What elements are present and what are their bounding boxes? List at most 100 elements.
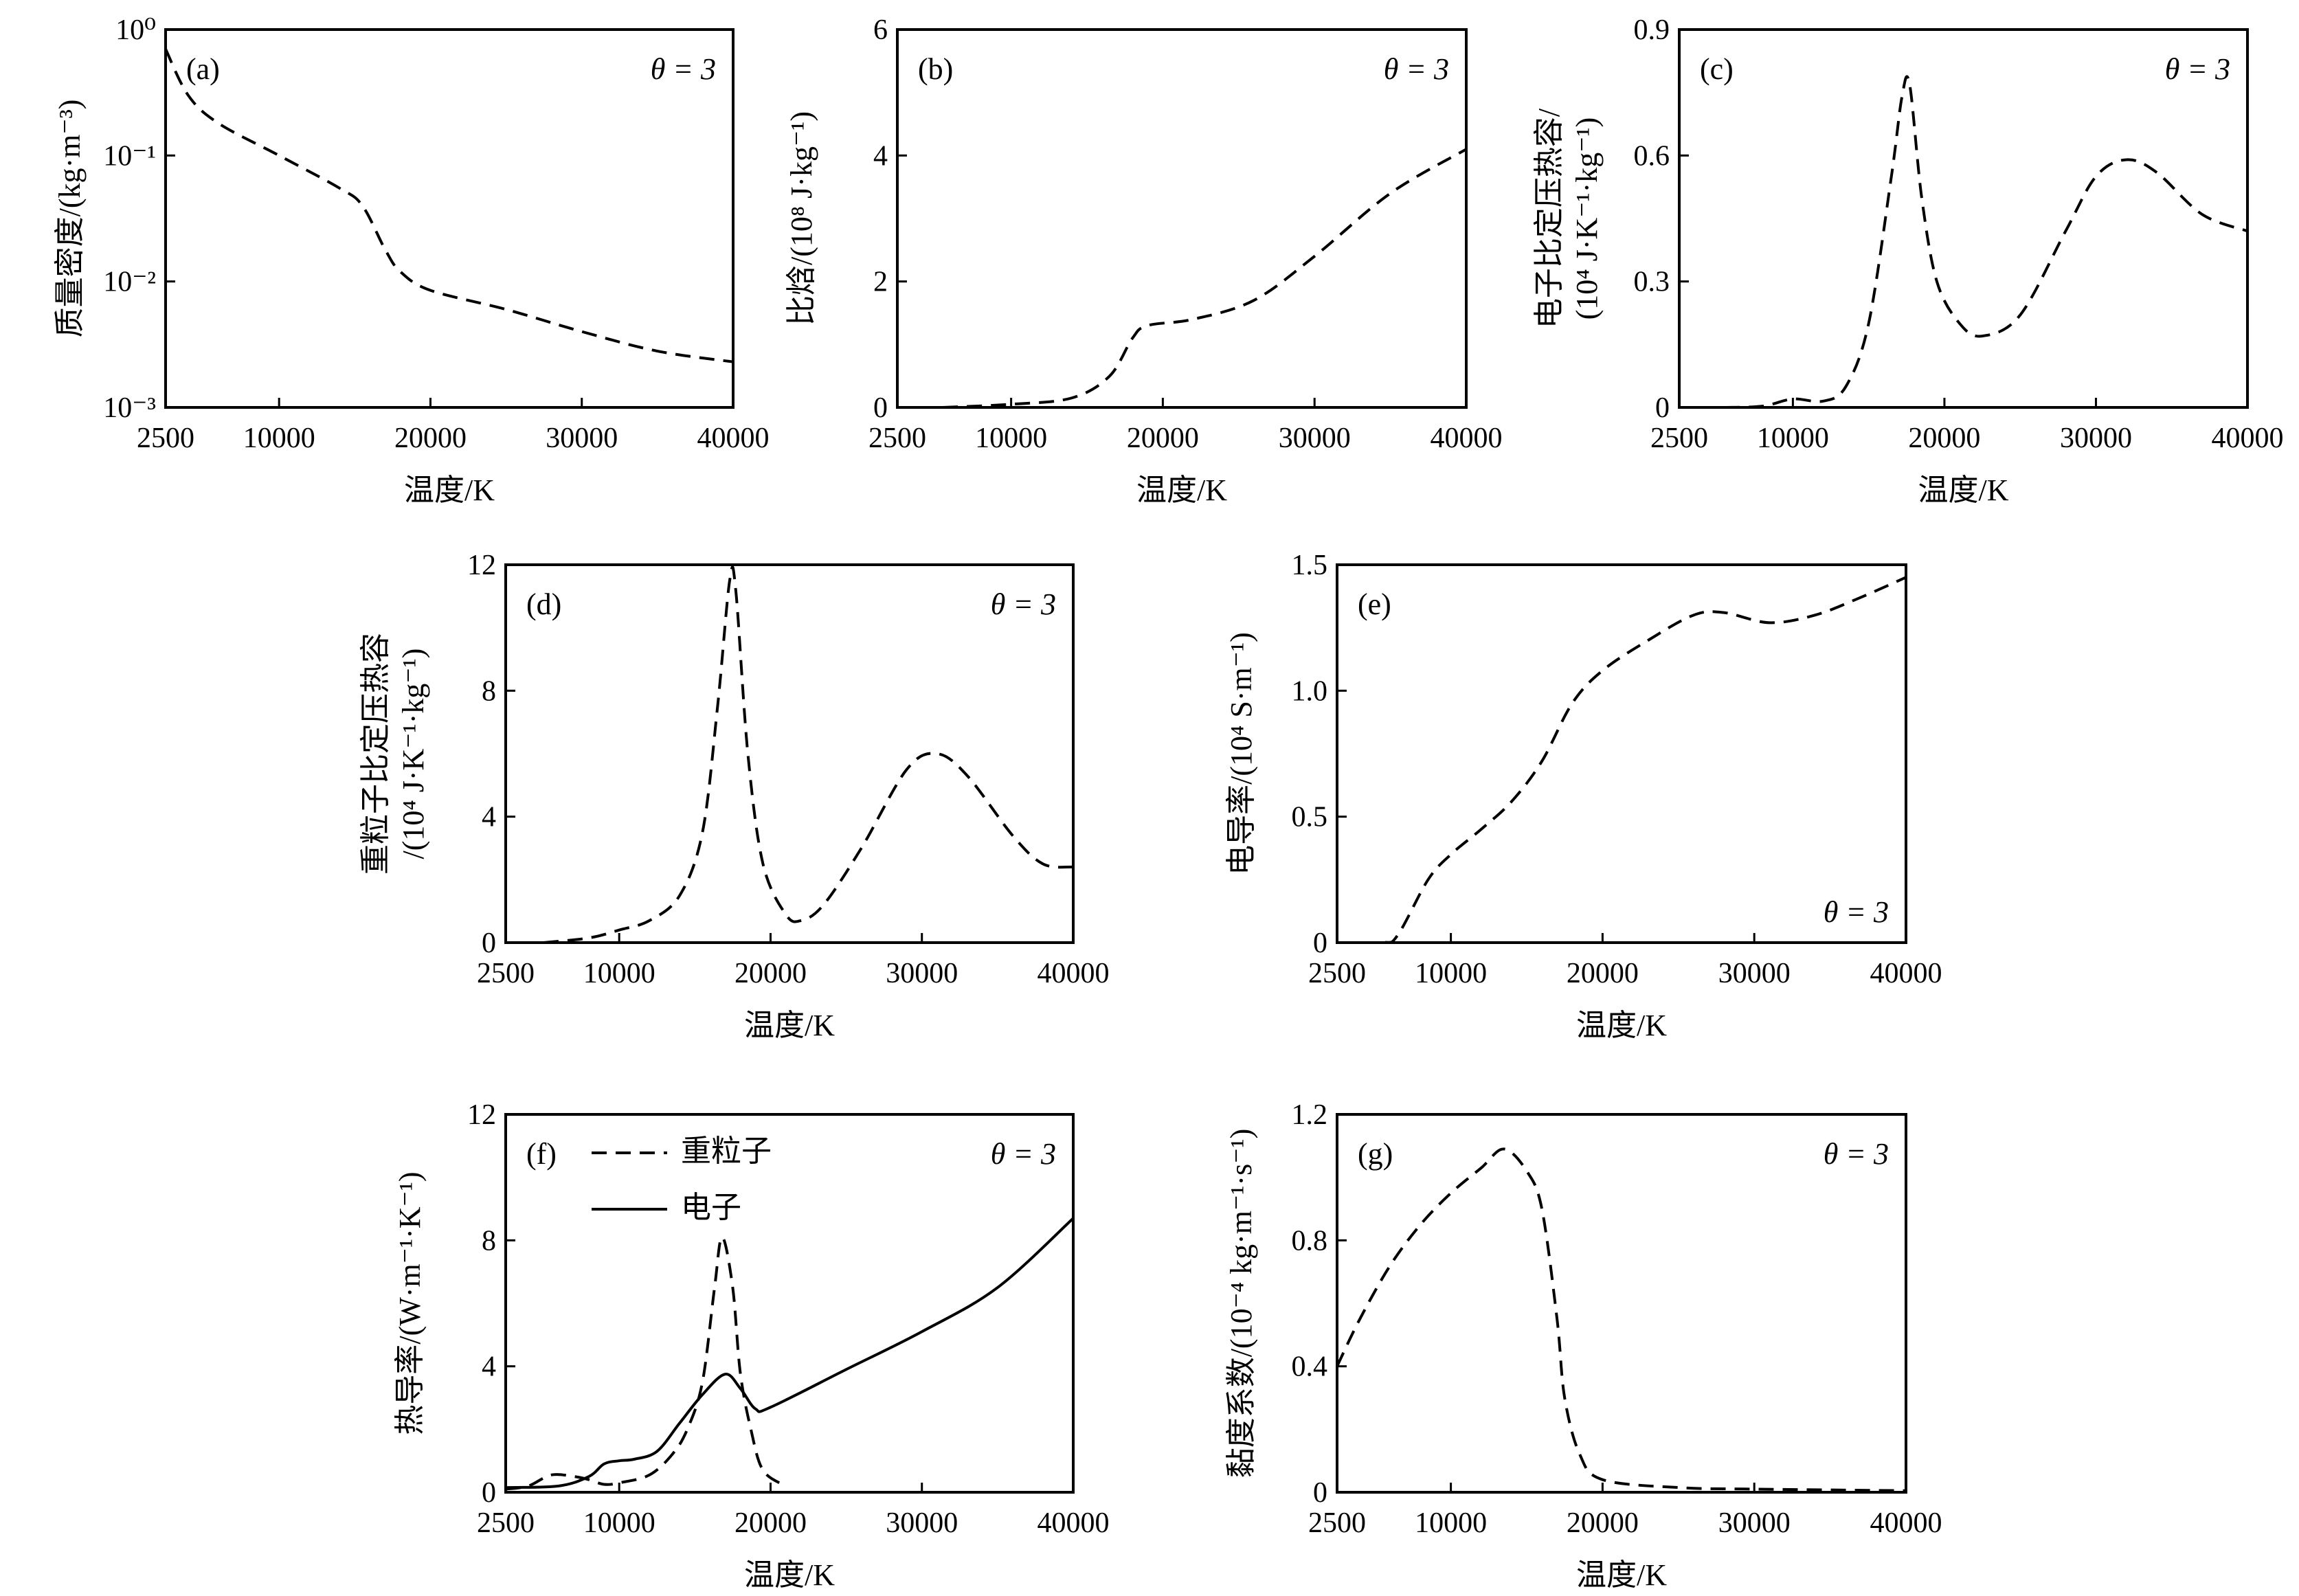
theta-annotation: θ = 3: [651, 52, 716, 86]
plot-frame: [896, 28, 1468, 409]
y-tick-label: 0.5: [1292, 802, 1328, 833]
x-tick-label: 10000: [243, 423, 315, 454]
theta-annotation: θ = 3: [1384, 52, 1449, 86]
series-line: [943, 148, 1466, 407]
y-tick-label: 1.2: [1292, 1099, 1328, 1131]
x-tick-label: 20000: [1908, 423, 1980, 454]
x-tick-label: 30000: [1718, 1507, 1791, 1539]
theta-annotation: θ = 3: [2165, 52, 2230, 86]
y-tick-label: 1.0: [1292, 675, 1328, 707]
x-axis-label: 温度/K: [744, 1009, 835, 1042]
theta-annotation: θ = 3: [991, 1137, 1056, 1171]
y-tick-label: 10⁰: [115, 14, 156, 46]
x-axis-label: 温度/K: [1576, 1009, 1667, 1042]
series-line: [1725, 75, 2247, 407]
plot-frame: [164, 28, 734, 409]
x-tick-label: 20000: [1127, 423, 1199, 454]
x-tick-label: 30000: [1279, 423, 1351, 454]
x-tick-label: 10000: [1415, 1507, 1487, 1539]
y-tick-label: 0: [1313, 928, 1327, 959]
plot-frame: [504, 1113, 1075, 1494]
y-tick-label: 0: [482, 1477, 496, 1509]
y-axis-label: 电导率/(10⁴ S·m⁻¹): [1224, 632, 1258, 875]
x-axis-label: 温度/K: [404, 473, 495, 507]
y-tick-label: 10⁻¹: [103, 140, 156, 172]
y-axis-label: 比焓/(10⁸ J·kg⁻¹): [785, 111, 818, 326]
x-tick-label: 20000: [1567, 1507, 1639, 1539]
x-tick-label: 10000: [1415, 958, 1487, 989]
theta-annotation: θ = 3: [1824, 895, 1889, 929]
panel-label: (a): [186, 52, 220, 86]
x-tick-label: 2500: [1308, 958, 1366, 989]
x-tick-label: 2500: [477, 958, 535, 989]
x-tick-label: 20000: [1567, 958, 1639, 989]
x-tick-label: 40000: [697, 423, 770, 454]
y-tick-label: 0.4: [1292, 1351, 1328, 1383]
x-tick-label: 30000: [886, 958, 958, 989]
x-tick-label: 40000: [1038, 1507, 1110, 1539]
x-tick-label: 30000: [546, 423, 618, 454]
x-tick-label: 10000: [975, 423, 1047, 454]
y-tick-label: 0.3: [1634, 267, 1670, 298]
y-tick-label: 2: [873, 267, 888, 298]
y-tick-label: 12: [467, 550, 496, 581]
x-tick-label: 20000: [734, 1507, 807, 1539]
y-axis-label: 质量密度/(kg·m⁻³): [53, 100, 87, 338]
subplot-a: 2500 10000 20000 30000 40000 10⁻³ 10⁻² 10⁻¹ 10⁰ 温…: [53, 14, 770, 507]
subplot-g: 2500 10000 20000 30000 40000 0 0.4 0.8 1.2 温度/K 黏度…: [1224, 1099, 1942, 1592]
y-tick-label: 0: [482, 928, 496, 959]
y-tick-label: 0: [1313, 1477, 1327, 1509]
y-axis-label: 热导率/(W·m⁻¹·K⁻¹): [393, 1171, 427, 1435]
x-tick-label: 2500: [1308, 1507, 1366, 1539]
x-tick-label: 30000: [2060, 423, 2132, 454]
series-line: [1337, 1147, 1906, 1492]
x-tick-label: 40000: [1870, 1507, 1942, 1539]
y-tick-label: 10⁻²: [103, 267, 156, 298]
y-tick-label: 4: [482, 1351, 496, 1383]
y-tick-label: 6: [873, 14, 888, 46]
x-axis-label: 温度/K: [1918, 473, 2009, 507]
y-tick-label: 0.8: [1292, 1225, 1328, 1257]
y-tick-label: 0: [873, 392, 888, 424]
panel-label: (b): [918, 52, 953, 86]
legend-label: 重粒子: [681, 1134, 772, 1168]
series-line: [543, 565, 1073, 943]
subplot-c: 2500 10000 20000 30000 40000 0 0.3 0.6 0.9 温度/K 电子…: [1532, 14, 2284, 507]
plot-frame: [1336, 563, 1907, 944]
y-axis-label: (10⁴ J·K⁻¹·kg⁻¹): [1570, 117, 1604, 320]
x-tick-label: 2500: [477, 1507, 535, 1539]
x-tick-label: 2500: [868, 423, 926, 454]
x-tick-label: 10000: [583, 958, 655, 989]
x-axis-label: 温度/K: [1576, 1558, 1667, 1592]
x-axis-label: 温度/K: [744, 1558, 835, 1592]
panel-label: (c): [1700, 52, 1734, 86]
theta-annotation: θ = 3: [991, 587, 1056, 621]
series-line-电子: [506, 1217, 1073, 1490]
panel-label: (g): [1358, 1137, 1393, 1171]
y-tick-label: 4: [482, 802, 496, 833]
subplot-e: 2500 10000 20000 30000 40000 0 0.5 1.0 1.5 温度/K 电导…: [1224, 550, 1942, 1042]
x-axis-label: 温度/K: [1136, 473, 1227, 507]
y-axis-label: 电子比定压热容/: [1532, 108, 1566, 328]
panel-label: (e): [1358, 587, 1391, 621]
x-tick-label: 40000: [2212, 423, 2284, 454]
x-tick-label: 20000: [394, 423, 467, 454]
x-tick-label: 10000: [1757, 423, 1829, 454]
subplot-d: 2500 10000 20000 30000 40000 0 4 8 12 温度/K 重粒子比定压热…: [359, 550, 1110, 1042]
plot-frame: [1678, 28, 2249, 409]
x-tick-label: 10000: [583, 1507, 655, 1539]
y-tick-label: 10⁻³: [103, 392, 156, 424]
x-tick-label: 30000: [1718, 958, 1791, 989]
x-tick-label: 40000: [1870, 958, 1942, 989]
x-tick-label: 2500: [1650, 423, 1708, 454]
legend-label: 电子: [681, 1191, 741, 1224]
y-tick-label: 8: [482, 1225, 496, 1257]
y-axis-label: /(10⁴ J·K⁻¹·kg⁻¹): [396, 649, 430, 859]
series-line: [166, 48, 733, 363]
y-tick-label: 8: [482, 675, 496, 707]
y-tick-label: 0.9: [1634, 14, 1670, 46]
x-tick-label: 40000: [1038, 958, 1110, 989]
y-tick-label: 12: [467, 1099, 496, 1131]
series-line-重粒子: [506, 1235, 787, 1491]
